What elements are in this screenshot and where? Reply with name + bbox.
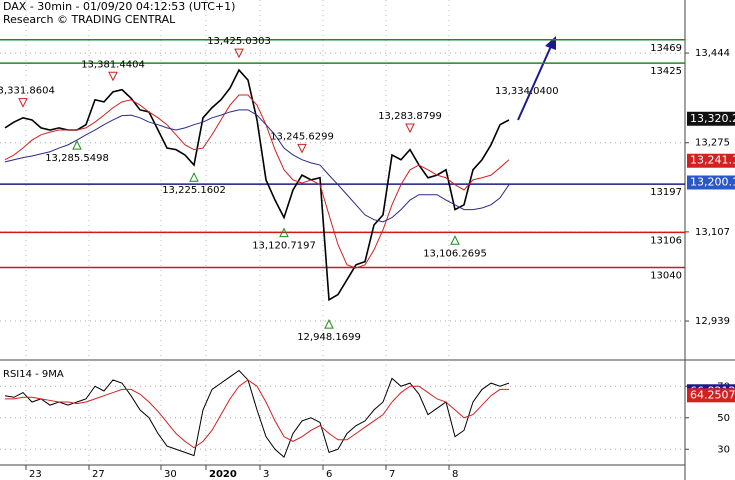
high-marker: [297, 143, 307, 154]
high-marker: [234, 48, 244, 59]
price-tag-label: 64.2507: [690, 388, 735, 401]
arrow: [517, 43, 553, 121]
rsi-line: [4, 369, 510, 458]
x-tick-label: 2020: [209, 469, 237, 480]
x-tick-label: 3: [263, 469, 269, 480]
last-label: 13,334.0400: [495, 86, 559, 97]
price-tag: [687, 388, 735, 403]
y-tick-label: 13,444: [695, 48, 730, 59]
x-tick-label: 8: [452, 469, 458, 480]
annotation-label: 13,106.2695: [423, 248, 487, 259]
annotation-label: 13,331.8604: [0, 86, 55, 97]
annotation-label: 13,120.7197: [252, 241, 316, 252]
ma-slow-line: [4, 109, 510, 223]
chart-title: DAX - 30min - 01/09/20 04:12:53 (UTC+1): [3, 0, 235, 13]
low-marker: [324, 319, 334, 329]
price-tag: [687, 175, 735, 190]
annotation-label: 13,245.6299: [270, 131, 334, 142]
y-tick-label: 13,275: [695, 138, 730, 149]
low-marker: [72, 140, 82, 150]
ma-fast-line: [4, 94, 510, 269]
y-tick-label: 50: [717, 413, 730, 424]
high-marker: [405, 123, 415, 134]
level-label: 13425: [650, 66, 682, 77]
level-label: 13197: [650, 187, 682, 198]
annotation-label: 12,948.1699: [297, 332, 361, 343]
low-marker: [189, 172, 199, 182]
x-tick-label: 27: [92, 469, 105, 480]
low-marker: [279, 227, 289, 238]
y-tick-label: 30: [717, 444, 730, 455]
chart-subtitle: Research © TRADING CENTRAL: [3, 13, 176, 26]
y-tick-label: 12,939: [695, 316, 730, 327]
high-marker: [18, 98, 28, 108]
high-marker: [108, 71, 118, 82]
price-tag-label: 13,200.1: [690, 175, 735, 188]
x-tick-label: 30: [164, 469, 177, 480]
x-tick-label: 23: [29, 469, 42, 480]
y-tick-label: 13,107: [695, 227, 730, 238]
panel-title: RSI14 - 9MA: [3, 369, 64, 380]
price-line: [4, 68, 510, 302]
price-tag-label: 13,320.2: [690, 112, 735, 125]
price-tag: [687, 111, 735, 126]
price-tag-label: 13,241.1: [690, 154, 735, 167]
level-label: 13106: [650, 235, 682, 246]
annotation-label: 13,283.8799: [378, 111, 442, 122]
x-tick-label: 6: [326, 469, 332, 480]
annotation-label: 13,285.5498: [45, 153, 109, 164]
annotation-label: 13,425.0303: [207, 36, 271, 47]
ma-line: [5, 379, 509, 449]
annotation-label: 13,381.4404: [81, 59, 145, 70]
annotation-label: 13,225.1602: [162, 185, 226, 196]
price-tag: [687, 153, 735, 168]
level-label: 13469: [650, 43, 682, 54]
level-label: 13040: [650, 270, 682, 281]
x-tick-label: 7: [389, 469, 395, 480]
low-marker: [450, 235, 460, 245]
